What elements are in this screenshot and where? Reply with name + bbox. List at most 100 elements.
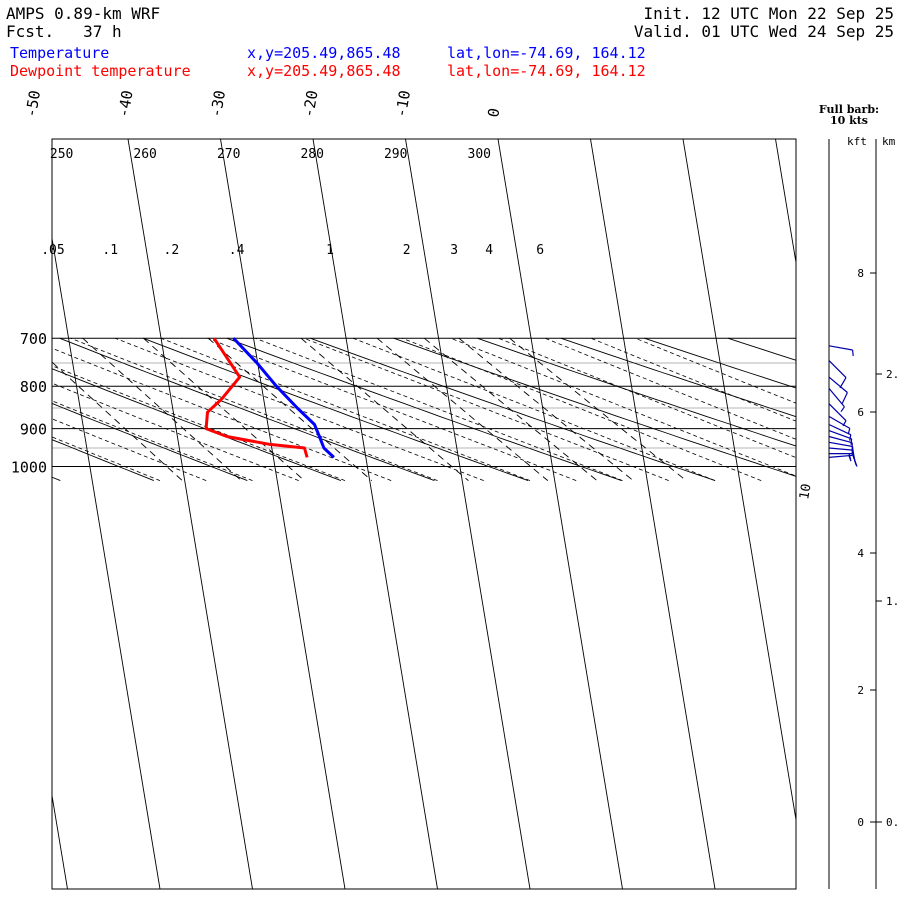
- mixing-ratio-label: 3: [450, 243, 458, 258]
- moist-adiabat: [590, 337, 796, 422]
- dry-adiabat: [477, 337, 796, 447]
- mixing-ratio-line: [300, 337, 469, 481]
- valid-time: Valid. 01 UTC Wed 24 Sep 25: [633, 22, 894, 41]
- dry-adiabat: [52, 439, 154, 482]
- kft-tick-label: 2: [857, 684, 864, 697]
- init-time: Init. 12 UTC Mon 22 Sep 25: [643, 4, 894, 23]
- dry-adiabat: [644, 337, 796, 389]
- barb-note: Full barb: 10 kts: [815, 104, 883, 126]
- theta-label: 260: [133, 147, 156, 162]
- mixing-ratio-label: 2: [403, 243, 411, 258]
- dry-adiabat: [226, 337, 622, 482]
- plot-frame: [51, 138, 797, 890]
- isotherm-label: -50: [22, 89, 44, 119]
- mixing-ratio-label: .05: [41, 243, 64, 258]
- mixing-ratio-label: 6: [536, 243, 544, 258]
- forecast-hour: Fcst. 37 h: [6, 22, 122, 41]
- pressure-label: 800: [20, 378, 47, 396]
- wind-barb-staff: [828, 360, 847, 379]
- mixing-ratio-label: .4: [229, 243, 245, 258]
- km-tick-label: 2.: [886, 368, 899, 381]
- isotherm-line: [590, 139, 716, 889]
- kft-axis-label: kft: [847, 135, 867, 148]
- km-axis-label: km: [882, 135, 896, 148]
- moist-adiabat: [207, 337, 577, 481]
- mixing-ratio-line: [82, 337, 242, 481]
- pressure-label: 1000: [11, 459, 47, 477]
- mixing-ratio-line: [207, 337, 373, 481]
- moist-adiabat: [352, 337, 716, 481]
- wind-barb-staff: [828, 345, 853, 351]
- wind-barb-full: [841, 392, 848, 404]
- moist-adiabat: [52, 347, 392, 481]
- isotherm-line: [312, 139, 438, 889]
- theta-label: 250: [50, 147, 73, 162]
- legend-dewpoint-latlon: lat,lon=-74.69, 164.12: [447, 62, 646, 80]
- moist-adiabat: [52, 382, 299, 481]
- legend-temperature-xy: x,y=205.49,865.48: [247, 44, 401, 62]
- wind-barb-staff: [828, 423, 852, 436]
- isotherm-line: [682, 139, 796, 823]
- wind-barb-staff: [828, 441, 853, 448]
- wind-speed-label: 10: [797, 483, 814, 501]
- pressure-label: 900: [20, 421, 47, 439]
- wind-barb-half: [852, 349, 854, 356]
- wind-barb-staff: [828, 435, 853, 444]
- dry-adiabat: [393, 337, 796, 477]
- wind-barb-staff: [828, 447, 853, 451]
- mixing-ratio-line: [143, 337, 305, 481]
- legend-temperature-latlon: lat,lon=-74.69, 164.12: [447, 44, 646, 62]
- moist-adiabat: [255, 337, 623, 481]
- moist-adiabat: [115, 337, 484, 481]
- mixing-ratio-line: [424, 337, 598, 481]
- theta-label: 280: [300, 147, 323, 162]
- isotherm-label: 0: [484, 107, 503, 119]
- moist-adiabat: [635, 337, 796, 404]
- theta-label: 300: [468, 147, 491, 162]
- barb-note-line2: 10 kts: [829, 114, 869, 127]
- moist-adiabat: [160, 337, 531, 481]
- dry-adiabat: [52, 368, 342, 482]
- isotherm-line: [497, 139, 623, 889]
- pressure-label: 700: [20, 330, 47, 348]
- kft-tick-label: 6: [857, 406, 864, 419]
- isotherm-label: -10: [392, 89, 414, 119]
- km-tick-label: 0.: [886, 816, 899, 829]
- wind-barb-staff: [828, 415, 851, 429]
- isotherm-line: [775, 139, 796, 266]
- isotherm-label: -40: [114, 89, 136, 119]
- dry-adiabat: [811, 338, 900, 480]
- barb-note-line1: Full barb:: [818, 103, 880, 116]
- moist-adiabat: [52, 365, 346, 481]
- dry-adiabat: [143, 337, 529, 482]
- wind-barb-half: [850, 438, 853, 445]
- wind-barb-staff: [828, 388, 845, 408]
- dry-adiabat: [310, 337, 716, 482]
- kft-tick-label: 4: [857, 547, 864, 560]
- wind-barb-half: [849, 434, 852, 441]
- isotherm-label: -30: [207, 89, 229, 119]
- mixing-ratio-line: [376, 337, 549, 481]
- wind-barb-half: [840, 406, 845, 413]
- isotherm-label: -20: [299, 89, 321, 119]
- kft-tick-label: 0: [857, 816, 864, 829]
- temperature-series-line: [232, 337, 335, 459]
- mixing-ratio-label: .2: [164, 243, 180, 258]
- isotherm-line: [868, 139, 900, 889]
- isotherm-line: [220, 139, 346, 889]
- wind-barb-staff: [828, 430, 852, 440]
- dry-adiabat: [59, 337, 435, 482]
- dry-adiabat: [560, 337, 796, 418]
- mixing-ratio-line: [458, 337, 634, 481]
- moist-adiabat: [498, 337, 796, 459]
- moist-adiabat: [303, 337, 669, 481]
- mixing-ratio-line: [509, 337, 687, 481]
- theta-label: 270: [217, 147, 240, 162]
- dry-adiabat: [52, 402, 248, 482]
- isotherm-line: [127, 139, 253, 889]
- theta-label: 290: [384, 147, 407, 162]
- legend-temperature-label: Temperature: [10, 44, 110, 62]
- model-title: AMPS 0.89-km WRF: [6, 4, 161, 23]
- moist-adiabat: [450, 337, 796, 477]
